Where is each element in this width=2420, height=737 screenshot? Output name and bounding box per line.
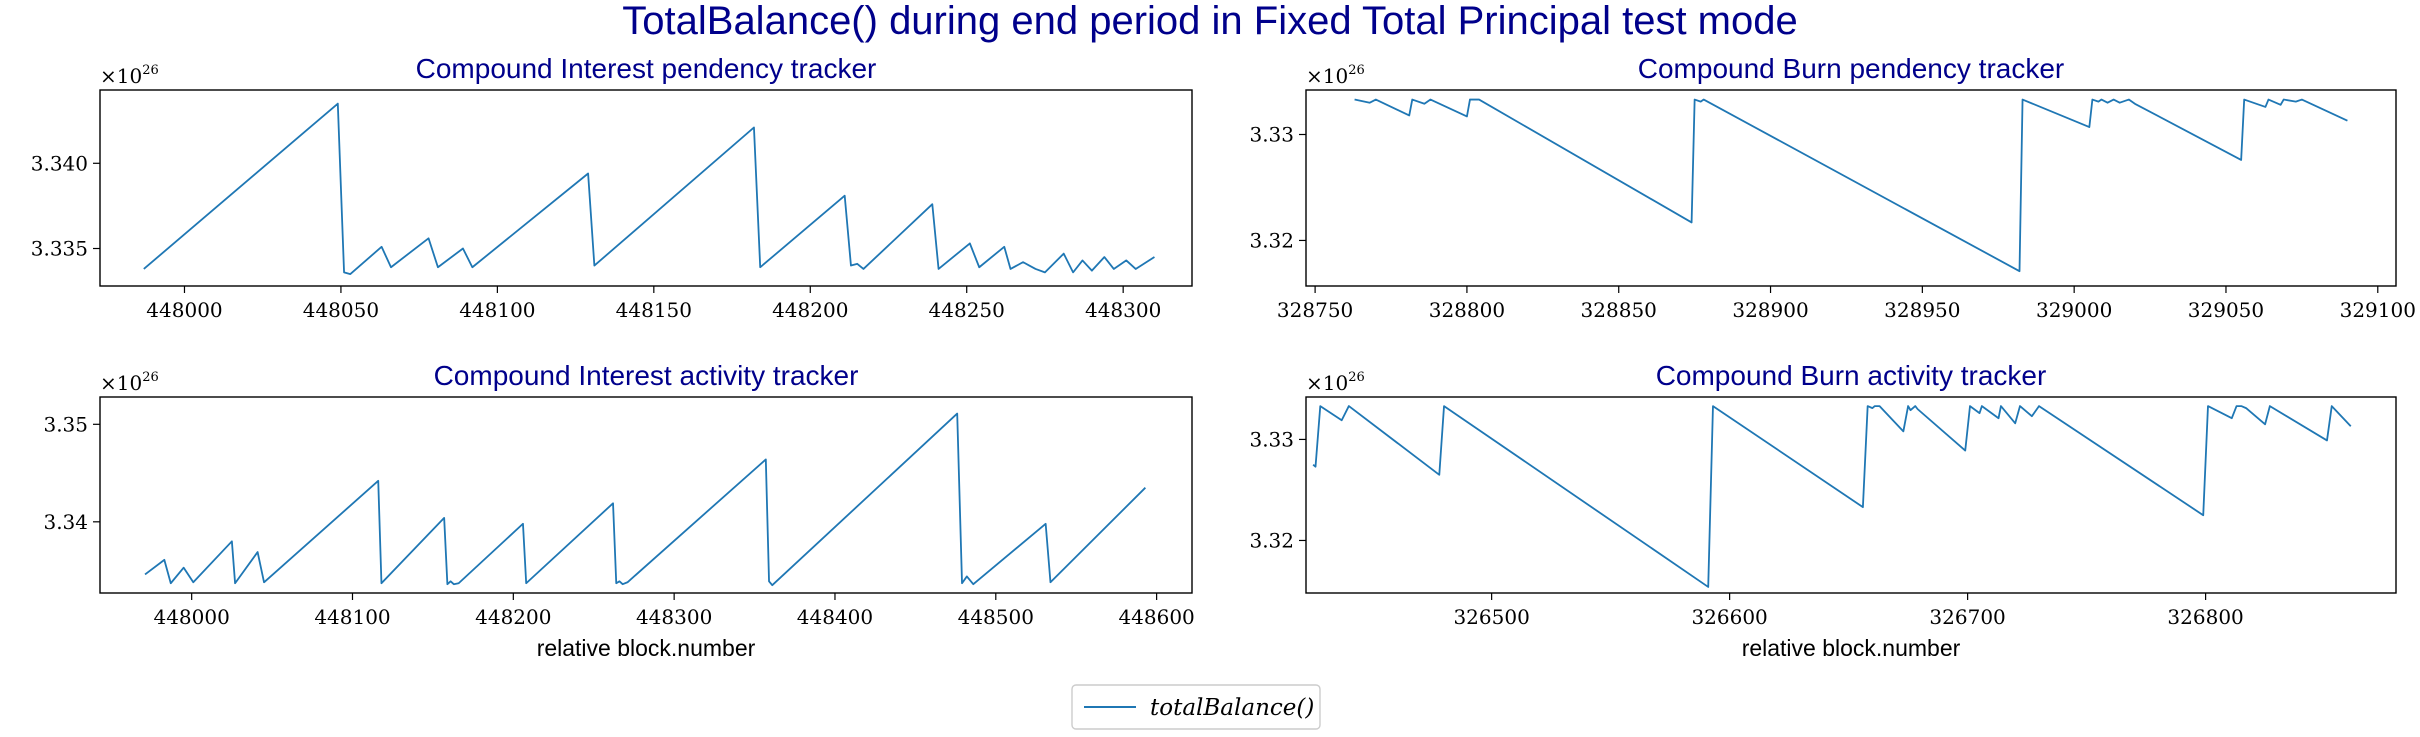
chart-4-axes-frame — [1305, 396, 2397, 594]
chart-3-xtick-label: 448600 — [1118, 605, 1194, 629]
chart-2-xtick-label: 328800 — [1429, 298, 1505, 322]
chart-1-axes-frame — [99, 89, 1193, 287]
chart-4: Compound Burn activity tracker 326500 3266… — [1249, 360, 2397, 661]
legend: totalBalance() — [1071, 684, 1321, 730]
chart-2-series-line-1 — [1354, 98, 2348, 273]
chart-1-xtick-label: 448200 — [772, 298, 848, 322]
subplot-grid: Compound Interest pendency tracker 448000… — [31, 53, 2416, 661]
chart-3-xtick-label: 448300 — [636, 605, 712, 629]
chart-2-xtick-label: 329000 — [2036, 298, 2112, 322]
chart-1-title: Compound Interest pendency tracker — [416, 53, 877, 84]
chart-1: Compound Interest pendency tracker 448000… — [31, 53, 1193, 322]
chart-4-title: Compound Burn activity tracker — [1656, 360, 2047, 391]
chart-4-ytick-label: 3.33 — [1249, 427, 1294, 451]
chart-2-axes-frame — [1305, 89, 2397, 287]
legend-label: totalBalance() — [1150, 695, 1314, 721]
chart-3-xtick-label: 448100 — [314, 605, 390, 629]
chart-1-xtick-label: 448000 — [146, 298, 222, 322]
chart-2-xtick-label: 329050 — [2188, 298, 2264, 322]
chart-1-xtick-label: 448250 — [929, 298, 1005, 322]
chart-1-xtick-label: 448150 — [616, 298, 692, 322]
legend-frame — [1071, 684, 1321, 730]
chart-3-xtick-label: 448500 — [958, 605, 1034, 629]
chart-3-y-multiplier: ×1026 — [100, 370, 159, 395]
chart-2-xtick-label: 328950 — [1884, 298, 1960, 322]
chart-4-xtick-label: 326500 — [1453, 605, 1529, 629]
chart-1-xtick-label: 448300 — [1085, 298, 1161, 322]
chart-4-xtick-label: 326600 — [1691, 605, 1767, 629]
chart-4-xlabel: relative block.number — [1742, 635, 1961, 661]
figure-suptitle: TotalBalance() during end period in Fixe… — [622, 0, 1797, 43]
chart-3-xtick-label: 448000 — [153, 605, 229, 629]
chart-1-series-line-1 — [143, 102, 1155, 275]
chart-3-axes-frame — [99, 396, 1193, 594]
chart-3-ytick-label: 3.34 — [43, 510, 88, 534]
chart-3-series-line-1 — [144, 412, 1146, 587]
chart-1-ytick-label: 3.340 — [31, 151, 88, 175]
chart-1-y-multiplier: ×1026 — [100, 63, 159, 88]
chart-2-xtick-label: 328750 — [1277, 298, 1353, 322]
chart-2-title: Compound Burn pendency tracker — [1638, 53, 2064, 84]
chart-2-xtick-label: 328850 — [1581, 298, 1657, 322]
chart-4-series-line-1 — [1312, 405, 2352, 588]
chart-4-xtick-label: 326700 — [1929, 605, 2005, 629]
chart-2-y-multiplier: ×1026 — [1306, 63, 1365, 88]
chart-3: Compound Interest activity tracker 448000… — [43, 360, 1194, 661]
chart-3-title: Compound Interest activity tracker — [434, 360, 859, 391]
chart-2-ytick-label: 3.32 — [1249, 228, 1294, 252]
chart-1-xtick-label: 448100 — [459, 298, 535, 322]
chart-3-xtick-label: 448400 — [797, 605, 873, 629]
chart-2-xtick-label: 328900 — [1732, 298, 1808, 322]
chart-1-xtick-label: 448050 — [303, 298, 379, 322]
chart-3-ytick-label: 3.35 — [43, 412, 88, 436]
chart-2-xtick-label: 329100 — [2340, 298, 2416, 322]
chart-4-ytick-label: 3.32 — [1249, 528, 1294, 552]
chart-4-xtick-label: 326800 — [2167, 605, 2243, 629]
chart-1-ytick-label: 3.335 — [31, 237, 88, 261]
chart-2-ytick-label: 3.33 — [1249, 122, 1294, 146]
chart-3-xtick-label: 448200 — [475, 605, 551, 629]
chart-4-y-multiplier: ×1026 — [1306, 370, 1365, 395]
chart-2: Compound Burn pendency tracker 328750 3288… — [1249, 53, 2415, 322]
chart-3-xlabel: relative block.number — [537, 635, 756, 661]
